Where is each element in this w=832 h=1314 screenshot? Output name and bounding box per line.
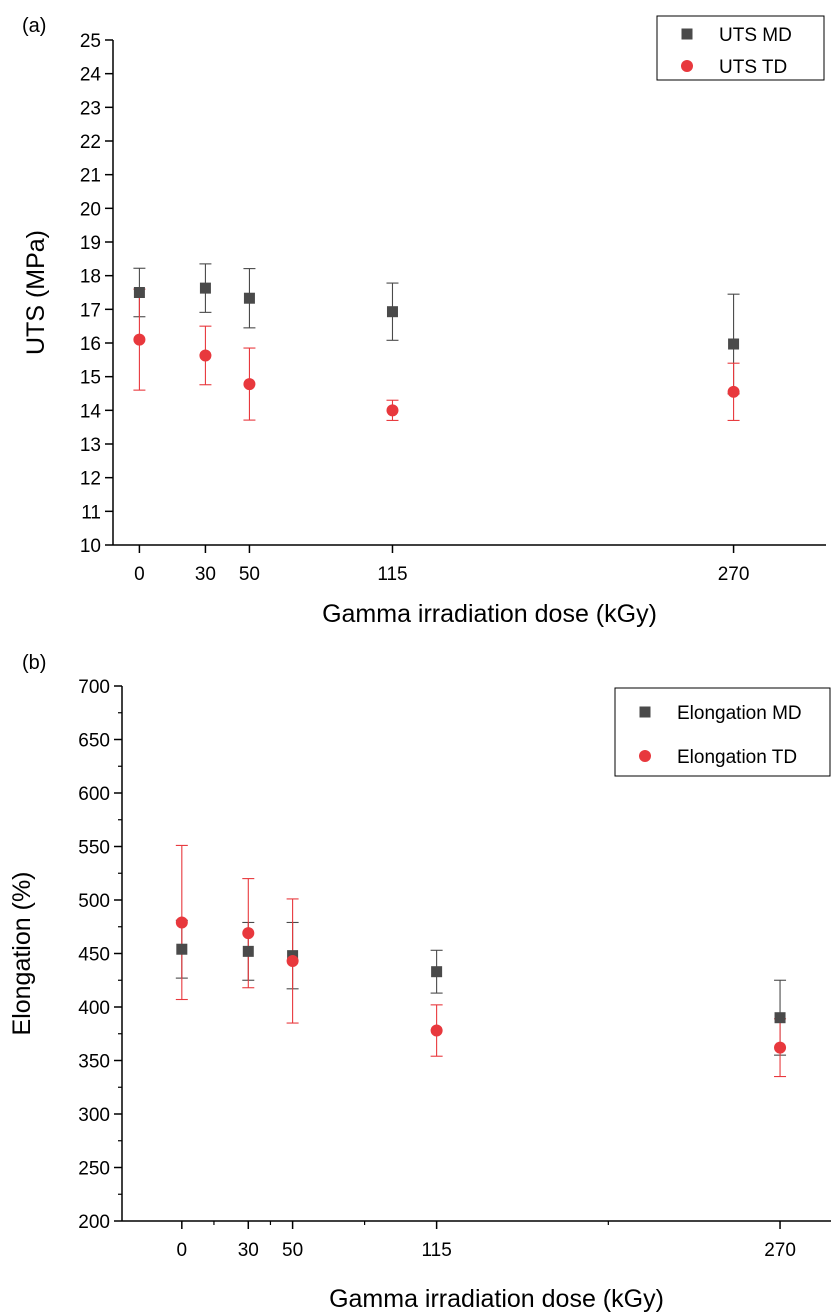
data-point-circle [727,385,740,398]
panel-label: (b) [22,652,46,674]
data-point-circle [243,378,256,391]
legend-marker-circle [681,60,693,72]
y-tick-label: 22 [80,132,101,153]
y-tick-label: 24 [80,65,102,86]
y-tick-label: 650 [78,731,110,752]
data-point-square [431,966,443,978]
legend: UTS MD UTS TD [656,15,825,81]
y-tick-label: 12 [80,469,101,490]
y-tick-label: 400 [78,998,110,1019]
data-point-circle [430,1024,443,1037]
legend-marker-square [681,28,693,40]
x-axis-title: Gamma irradiation dose (kGy) [329,1285,664,1313]
y-tick-label: 550 [78,838,110,859]
legend-label: UTS MD [719,25,792,46]
y-tick-label: 700 [78,677,110,698]
legend-marker-circle [639,750,651,762]
x-tick-label: 115 [421,1240,451,1261]
y-tick-label: 14 [80,401,102,422]
y-tick-label: 18 [80,267,101,288]
chart-panel-1: (a) 10 11 12 13 14 15 16 17 18 19 20 21 22 23 24 25 0 30 50… [22,15,826,628]
y-tick-label: 20 [80,199,101,220]
data-point-circle [199,349,212,362]
legend-box [614,687,831,777]
y-tick-label: 10 [80,536,101,557]
y-tick-label: 25 [80,31,101,52]
data-point-circle [242,927,255,940]
y-axis-title: UTS (MPa) [22,230,50,355]
x-axis-title: Gamma irradiation dose (kGy) [322,600,657,628]
y-tick-label: 15 [80,368,101,389]
y-tick-label: 600 [78,784,110,805]
x-tick-label: 270 [764,1240,796,1261]
data-point-circle [175,916,188,929]
y-tick-label: 300 [78,1105,110,1126]
data-point-square [199,282,211,294]
x-tick-label: 50 [282,1240,303,1261]
x-tick-label: 115 [377,564,407,585]
y-tick-label: 23 [80,98,101,119]
y-tick-label: 16 [80,334,101,355]
y-tick-label: 250 [78,1159,110,1180]
x-tick-label: 30 [238,1240,259,1261]
data-point-square [386,306,398,318]
y-tick-label: 500 [78,891,110,912]
chart-panel-2: (b) 200 250 300 350 400 450 500 550 600 650 700 0 30 5… [8,652,831,1313]
data-point-circle [386,404,399,417]
legend-label: Elongation MD [677,703,802,724]
y-tick-label: 13 [80,435,101,456]
y-tick-label: 11 [81,502,101,523]
data-point-circle [774,1041,787,1054]
x-tick-label: 0 [177,1240,188,1261]
panel-label: (a) [22,15,46,37]
y-tick-label: 21 [80,166,101,187]
y-tick-label: 450 [78,945,110,966]
y-tick-label: 350 [78,1052,110,1073]
x-tick-label: 0 [134,564,145,585]
y-axis-title: Elongation (%) [8,872,36,1036]
data-point-square [176,943,188,955]
x-tick-label: 30 [195,564,216,585]
data-point-square [774,1012,786,1024]
data-point-square [243,292,255,304]
data-point-square [242,945,254,957]
data-point-circle [133,333,146,346]
data-point-square [133,287,145,298]
y-tick-label: 200 [78,1212,110,1233]
legend-marker-square [639,706,651,718]
y-tick-label: 17 [80,300,101,321]
legend-label: Elongation TD [677,747,797,768]
x-tick-label: 270 [718,564,750,585]
legend: Elongation MD Elongation TD [614,687,831,777]
data-point-square [728,338,740,350]
y-tick-label: 19 [80,233,101,254]
x-tick-label: 50 [239,564,260,585]
data-point-circle [286,954,299,967]
legend-label: UTS TD [719,57,787,78]
